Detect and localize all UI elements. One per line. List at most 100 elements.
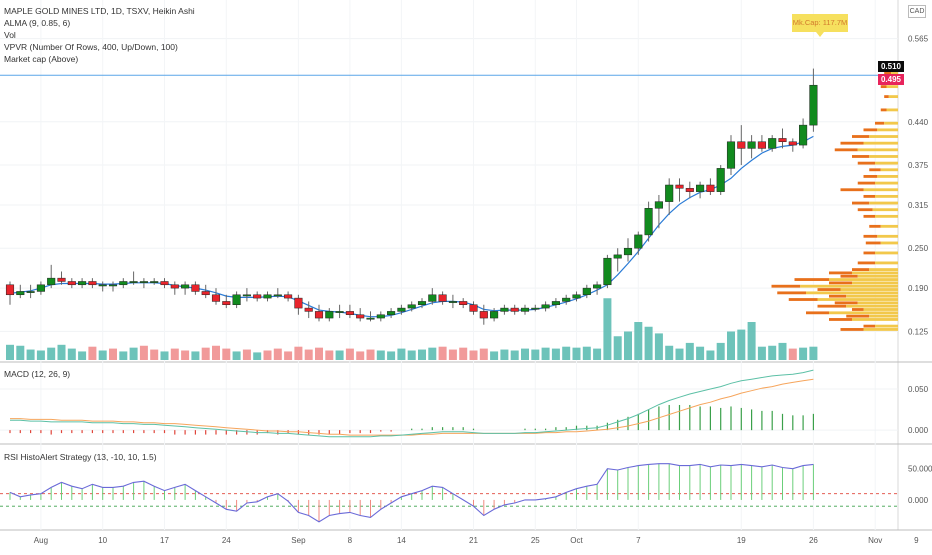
time-tick-label: 9 bbox=[914, 536, 919, 545]
candle-body bbox=[428, 294, 437, 302]
candle-body bbox=[747, 141, 756, 149]
volume-bar bbox=[88, 346, 97, 360]
candle-body bbox=[16, 291, 25, 296]
indicator-vpvr[interactable]: VPVR (Number Of Rows, 400, Up/Down, 100) bbox=[4, 42, 178, 52]
volume-bar bbox=[448, 349, 457, 360]
volume-bar bbox=[665, 345, 674, 360]
volume-bar bbox=[325, 350, 334, 360]
price-tick-label: 0.440 bbox=[908, 118, 929, 127]
candle-body bbox=[232, 294, 241, 306]
vpvr-bar-down bbox=[863, 175, 878, 178]
candle-body bbox=[88, 281, 97, 286]
volume-bar bbox=[418, 349, 426, 360]
volume-bar bbox=[438, 346, 447, 360]
volume-bar bbox=[191, 351, 200, 360]
volume-bar bbox=[36, 350, 45, 360]
macd-legend[interactable]: MACD (12, 26, 9) bbox=[4, 369, 71, 379]
vpvr-bar-down bbox=[834, 301, 858, 305]
time-tick-label: 7 bbox=[636, 536, 641, 545]
candle-body bbox=[5, 284, 15, 296]
vpvr-bar-up bbox=[875, 194, 898, 198]
rsi-tick-label: 50.000 bbox=[908, 465, 932, 474]
candle-body bbox=[479, 311, 488, 319]
candle-body bbox=[582, 287, 591, 296]
rsi-tick-label: 0.000 bbox=[908, 496, 929, 505]
currency-badge[interactable]: CAD bbox=[908, 5, 926, 18]
candle-body bbox=[654, 201, 663, 209]
macd-tick-label: 0.050 bbox=[908, 385, 929, 394]
volume-bar bbox=[778, 342, 787, 360]
volume-bar bbox=[109, 348, 117, 360]
candle-body bbox=[768, 138, 777, 149]
volume-bar bbox=[129, 347, 138, 360]
candle-body bbox=[150, 281, 159, 283]
vpvr-bar-up bbox=[869, 135, 898, 138]
volume-bar bbox=[6, 344, 14, 360]
candle-body bbox=[665, 184, 674, 202]
candle-body bbox=[129, 281, 138, 283]
price-tick-label: 0.190 bbox=[908, 284, 929, 293]
vpvr-bar-up bbox=[888, 95, 898, 99]
vpvr-bar-up bbox=[852, 271, 898, 275]
indicator-market-cap[interactable]: Market cap (Above) bbox=[4, 54, 79, 64]
volume-bar bbox=[356, 351, 365, 360]
volume-bar bbox=[716, 342, 725, 360]
candle-body bbox=[459, 301, 468, 306]
time-tick-label: 21 bbox=[469, 536, 478, 545]
candle-body bbox=[551, 301, 560, 306]
volume-bar bbox=[222, 348, 231, 360]
volume-bar bbox=[562, 346, 571, 360]
vpvr-bar-up bbox=[869, 155, 898, 158]
candle-body bbox=[572, 294, 581, 299]
volume-bar bbox=[150, 349, 159, 360]
vpvr-bar-down bbox=[846, 314, 870, 318]
vpvr-bar-up bbox=[857, 301, 898, 305]
market-cap-label: Mk.Cap: 117.7M bbox=[792, 18, 848, 27]
candle-body bbox=[47, 277, 56, 286]
candle-body bbox=[356, 314, 365, 319]
candle-body bbox=[417, 301, 427, 306]
vpvr-bar-down bbox=[840, 274, 858, 278]
candle-body bbox=[67, 281, 76, 286]
volume-bar bbox=[345, 348, 354, 360]
rsi-legend[interactable]: RSI HistoAlert Strategy (13, -10, 10, 1.… bbox=[4, 452, 157, 462]
vpvr-bar-down bbox=[788, 298, 818, 301]
candle-body bbox=[366, 317, 375, 320]
volume-bar bbox=[582, 346, 591, 360]
volume-bar bbox=[160, 351, 169, 360]
symbol-title[interactable]: MAPLE GOLD MINES LTD, 1D, TSXV, Heikin A… bbox=[4, 6, 195, 16]
vpvr-bar-up bbox=[880, 168, 898, 172]
candle-body bbox=[407, 304, 416, 309]
vpvr-bar-down bbox=[863, 194, 875, 198]
volume-bar bbox=[644, 326, 653, 360]
vpvr-bar-up bbox=[875, 214, 898, 218]
vpvr-bar-down bbox=[863, 128, 878, 132]
volume-bar bbox=[201, 347, 210, 360]
vpvr-bar-down bbox=[817, 304, 847, 308]
candle-body bbox=[253, 294, 262, 299]
vpvr-bar-down bbox=[771, 284, 801, 288]
volume-bar bbox=[757, 346, 766, 360]
time-tick-label: 26 bbox=[809, 536, 818, 545]
volume-bar bbox=[78, 351, 87, 360]
volume-bar bbox=[16, 345, 25, 360]
vpvr-bar-down bbox=[884, 71, 892, 75]
indicator-alma[interactable]: ALMA (9, 0.85, 6) bbox=[4, 18, 71, 28]
candle-body bbox=[726, 141, 736, 169]
candle-body bbox=[562, 297, 571, 302]
candle-body bbox=[469, 304, 478, 312]
vpvr-bar-down bbox=[865, 241, 881, 245]
macd-signal-line bbox=[10, 378, 814, 436]
candle-body bbox=[757, 141, 766, 149]
price-tick-label: 0.375 bbox=[908, 161, 929, 170]
time-tick-label: 10 bbox=[98, 536, 107, 545]
indicator-vol[interactable]: Vol bbox=[4, 30, 16, 40]
volume-bar bbox=[366, 349, 375, 360]
candle-body bbox=[160, 281, 169, 286]
volume-bar bbox=[551, 348, 560, 360]
time-tick-label: Aug bbox=[34, 536, 48, 545]
volume-bar bbox=[98, 350, 107, 360]
